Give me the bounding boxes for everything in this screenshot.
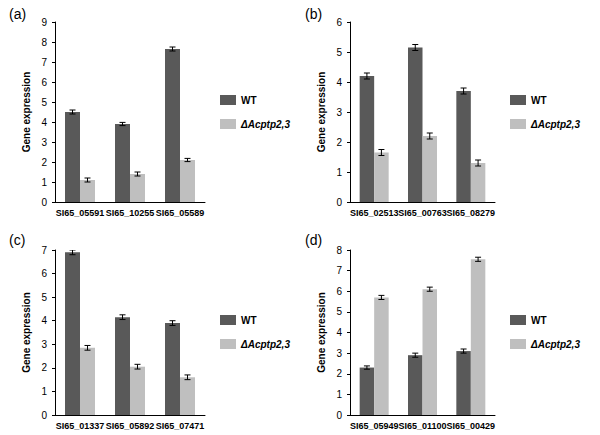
svg-text:2: 2 [41, 157, 47, 168]
svg-text:(c): (c) [9, 232, 25, 248]
svg-text:5: 5 [336, 47, 342, 58]
svg-text:4: 4 [41, 315, 47, 326]
svg-text:7: 7 [41, 245, 47, 256]
svg-text:SI65_01337: SI65_01337 [56, 421, 105, 431]
svg-text:1: 1 [41, 177, 47, 188]
svg-text:WT: WT [531, 95, 547, 106]
svg-text:SI65_00763: SI65_00763 [398, 208, 447, 218]
svg-text:0: 0 [336, 410, 342, 421]
svg-text:1: 1 [336, 167, 342, 178]
svg-text:4: 4 [336, 327, 342, 338]
svg-text:0: 0 [41, 197, 47, 208]
svg-text:ΔAcptp2,3: ΔAcptp2,3 [530, 339, 580, 350]
svg-text:6: 6 [41, 77, 47, 88]
svg-text:SI65_10255: SI65_10255 [106, 208, 155, 218]
svg-text:SI65_02513: SI65_02513 [350, 208, 399, 218]
svg-text:3: 3 [336, 348, 342, 359]
svg-text:WT: WT [531, 315, 547, 326]
svg-text:ΔAcptp2,3: ΔAcptp2,3 [240, 339, 290, 350]
svg-text:ΔAcptp2,3: ΔAcptp2,3 [240, 119, 290, 130]
svg-text:(b): (b) [305, 6, 322, 22]
svg-text:4: 4 [336, 77, 342, 88]
svg-text:Gene expression: Gene expression [316, 292, 327, 373]
svg-text:SI65_05892: SI65_05892 [106, 421, 155, 431]
svg-text:(a): (a) [9, 6, 26, 22]
svg-text:ΔAcptp2,3: ΔAcptp2,3 [530, 119, 580, 130]
svg-text:Gene expression: Gene expression [21, 72, 32, 153]
svg-text:7: 7 [41, 57, 47, 68]
svg-text:5: 5 [336, 306, 342, 317]
svg-text:9: 9 [41, 17, 47, 28]
svg-text:SI65_00429: SI65_00429 [447, 421, 496, 431]
svg-text:SI65_07471: SI65_07471 [156, 421, 205, 431]
svg-text:WT: WT [241, 315, 257, 326]
svg-text:3: 3 [41, 339, 47, 350]
svg-text:SI65_05591: SI65_05591 [56, 208, 105, 218]
svg-text:1: 1 [41, 386, 47, 397]
svg-text:2: 2 [336, 137, 342, 148]
svg-text:0: 0 [336, 197, 342, 208]
svg-text:(d): (d) [305, 232, 322, 248]
svg-text:8: 8 [41, 37, 47, 48]
svg-text:5: 5 [41, 97, 47, 108]
svg-text:7: 7 [336, 265, 342, 276]
svg-text:1: 1 [336, 389, 342, 400]
svg-text:2: 2 [41, 362, 47, 373]
svg-text:Gene expression: Gene expression [21, 292, 32, 373]
svg-text:6: 6 [336, 286, 342, 297]
svg-text:0: 0 [41, 410, 47, 421]
svg-text:4: 4 [41, 117, 47, 128]
svg-text:WT: WT [241, 95, 257, 106]
svg-text:6: 6 [41, 268, 47, 279]
svg-text:3: 3 [336, 107, 342, 118]
svg-text:SI65_05589: SI65_05589 [156, 208, 205, 218]
svg-text:2: 2 [336, 368, 342, 379]
svg-text:8: 8 [336, 245, 342, 256]
svg-text:3: 3 [41, 137, 47, 148]
svg-text:Gene expression: Gene expression [316, 72, 327, 153]
svg-text:6: 6 [336, 17, 342, 28]
svg-text:5: 5 [41, 292, 47, 303]
svg-text:SI65_05949: SI65_05949 [350, 421, 399, 431]
svg-text:SI65_01100: SI65_01100 [398, 421, 446, 431]
svg-text:SI65_08279: SI65_08279 [447, 208, 496, 218]
